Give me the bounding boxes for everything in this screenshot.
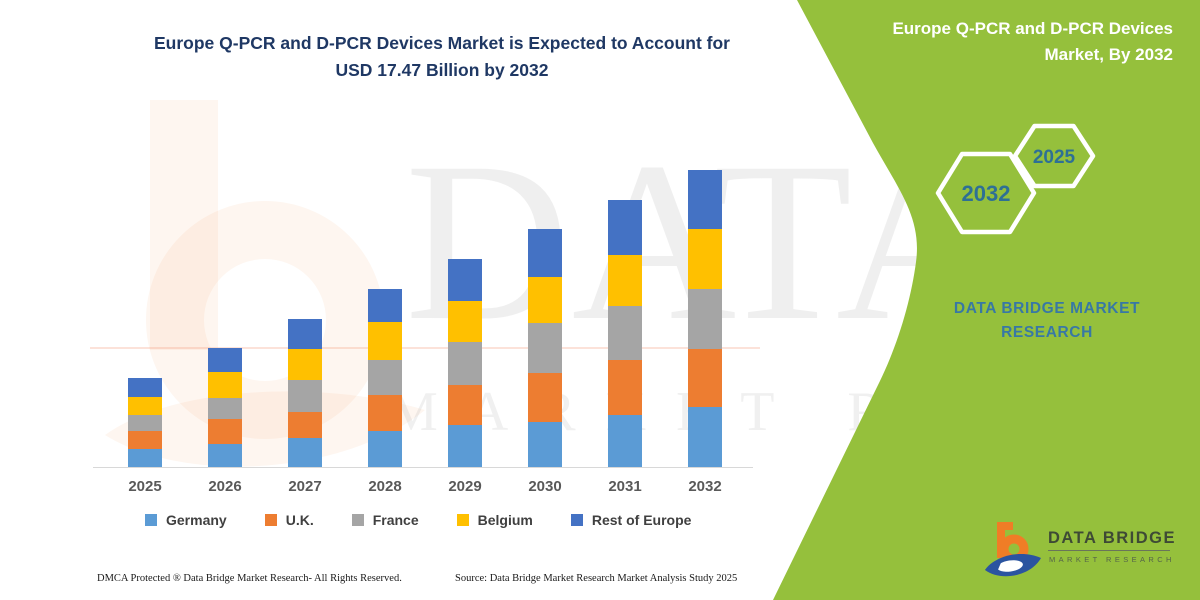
x-axis-label-2028: 2028	[368, 478, 402, 495]
bar-segment-belgium	[288, 349, 322, 381]
brand-subtitle: MARKET RESEARCH	[1049, 555, 1175, 564]
panel-title-line2: Market, By 2032	[1044, 45, 1173, 64]
bar-segment-germany	[448, 425, 482, 467]
legend-label: U.K.	[285, 512, 314, 528]
bar-2028	[368, 289, 402, 467]
bar-segment-rest-of-europe	[528, 229, 562, 277]
brand-name: DATA BRIDGE	[1048, 529, 1177, 547]
legend-label: Germany	[166, 512, 227, 528]
bar-segment-germany	[608, 414, 642, 467]
footer-source-text: Source: Data Bridge Market Research Mark…	[455, 573, 738, 584]
bar-2026	[208, 348, 242, 467]
bar-segment-u-k-	[128, 430, 162, 449]
bar-segment-belgium	[528, 276, 562, 324]
bar-segment-belgium	[128, 396, 162, 415]
hexagon-year-small: 2025	[1033, 147, 1076, 168]
legend-label: Rest of Europe	[591, 512, 692, 528]
bar-segment-germany	[128, 448, 162, 467]
bar-segment-u-k-	[208, 418, 242, 444]
bar-2030	[528, 229, 562, 467]
legend-marker	[145, 514, 157, 526]
bar-2027	[288, 318, 322, 467]
panel-title: Europe Q-PCR and D-PCR Devices Market, B…	[833, 16, 1173, 68]
bar-segment-france	[208, 398, 242, 419]
bar-segment-u-k-	[608, 359, 642, 415]
bar-2029	[448, 259, 482, 467]
bar-segment-france	[528, 323, 562, 374]
panel-dbmr-line1: DATA BRIDGE MARKET	[953, 300, 1141, 317]
bar-segment-belgium	[368, 322, 402, 360]
panel-title-line1: Europe Q-PCR and D-PCR Devices	[892, 19, 1173, 38]
legend-item-belgium: Belgium	[456, 512, 533, 528]
bar-segment-rest-of-europe	[128, 378, 162, 397]
bar-segment-rest-of-europe	[288, 318, 322, 350]
bar-segment-belgium	[688, 229, 722, 289]
watermark-line	[90, 347, 760, 349]
bar-segment-belgium	[608, 254, 642, 307]
chart-title-line1: Europe Q-PCR and D-PCR Devices Market is…	[154, 33, 730, 53]
bar-segment-rest-of-europe	[208, 348, 242, 372]
brand-underline	[1048, 550, 1170, 551]
bar-segment-belgium	[208, 371, 242, 399]
chart-title-line2: USD 17.47 Billion by 2032	[335, 60, 549, 80]
bar-segment-france	[288, 380, 322, 412]
hexagon-badges: 2032 2025	[935, 123, 1096, 235]
bar-segment-u-k-	[448, 384, 482, 426]
panel-dbmr-line2: RESEARCH	[1001, 324, 1093, 341]
bar-segment-germany	[208, 443, 242, 467]
hexagon-2025	[1012, 123, 1096, 189]
legend-item-germany: Germany	[145, 512, 227, 528]
bar-segment-germany	[368, 431, 402, 467]
bar-segment-france	[448, 342, 482, 385]
bar-segment-france	[688, 288, 722, 350]
bar-segment-belgium	[448, 301, 482, 343]
x-axis-label-2032: 2032	[688, 478, 722, 495]
bar-segment-france	[368, 359, 402, 396]
x-axis-label-2025: 2025	[128, 478, 162, 495]
bar-segment-rest-of-europe	[688, 170, 722, 230]
bar-segment-u-k-	[528, 373, 562, 422]
legend-marker	[351, 514, 364, 526]
hexagon-2032	[935, 151, 1037, 235]
legend-marker	[264, 514, 277, 526]
bar-segment-rest-of-europe	[608, 199, 642, 255]
chart-legend: Germany U.K. France Belgium Rest of Europe	[145, 512, 691, 528]
bar-segment-france	[128, 414, 162, 431]
bar-segment-germany	[528, 421, 562, 467]
legend-label: France	[372, 512, 419, 528]
bar-segment-germany	[288, 437, 322, 467]
hexagon-year-large: 2032	[962, 181, 1011, 206]
legend-item-rest-of-europe: Rest of Europe	[570, 512, 692, 528]
bar-segment-u-k-	[368, 395, 402, 431]
bar-segment-germany	[688, 407, 722, 467]
legend-marker	[570, 514, 583, 526]
x-axis-label-2031: 2031	[608, 478, 642, 495]
bar-segment-rest-of-europe	[368, 289, 402, 323]
panel-dbmr-text: DATA BRIDGE MARKET RESEARCH	[897, 297, 1197, 345]
x-axis-label-2030: 2030	[528, 478, 562, 495]
bar-segment-u-k-	[288, 411, 322, 438]
brand-logo-icon	[985, 522, 1041, 577]
x-axis-label-2027: 2027	[288, 478, 322, 495]
x-axis-label-2029: 2029	[448, 478, 482, 495]
legend-item-u-k-: U.K.	[264, 512, 314, 528]
x-axis-label-2026: 2026	[208, 478, 242, 495]
legend-item-france: France	[351, 512, 419, 528]
bar-segment-u-k-	[688, 349, 722, 407]
bar-segment-rest-of-europe	[448, 259, 482, 302]
bar-2025	[128, 378, 162, 467]
chart-title: Europe Q-PCR and D-PCR Devices Market is…	[108, 30, 776, 84]
bar-2032	[688, 170, 722, 467]
bar-2031	[608, 199, 642, 467]
footer-dmca-text: DMCA Protected ® Data Bridge Market Rese…	[97, 573, 402, 584]
legend-label: Belgium	[477, 512, 533, 528]
x-axis-line	[93, 467, 753, 468]
legend-marker	[456, 514, 469, 526]
bar-segment-france	[608, 306, 642, 360]
